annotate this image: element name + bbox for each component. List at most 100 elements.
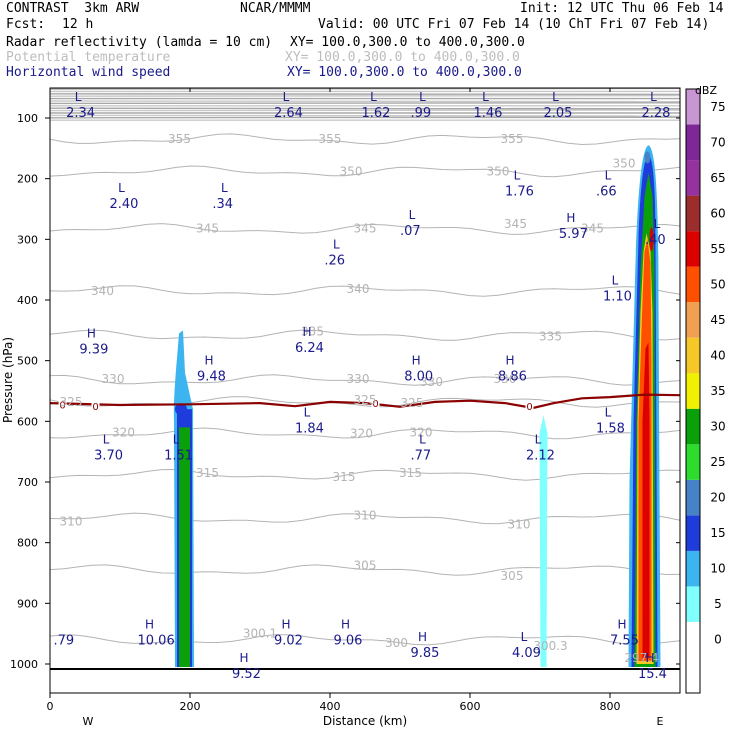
y-tick-label: 300 (17, 233, 38, 246)
theta-label: 345 (354, 221, 377, 235)
theta-label: 310 (354, 508, 377, 522)
svg-text:0: 0 (526, 402, 532, 413)
wind-extremum-type: L (409, 208, 416, 222)
field-theta-xy: XY= 100.0,300.0 to 400.0,300.0 (285, 50, 520, 65)
theta-label: 320 (112, 425, 135, 439)
theta-label: 305 (501, 569, 524, 583)
colorbar-swatch (686, 89, 700, 125)
colorbar-label: 30 (710, 420, 725, 434)
colorbar-label: 40 (710, 348, 725, 362)
field-theta: Potential temperature (6, 50, 171, 65)
wind-extremum-value: 5.97 (559, 227, 588, 242)
wind-extremum: H 10.06 (138, 618, 175, 649)
svg-text:0: 0 (372, 399, 378, 410)
x-tick-label: 400 (320, 700, 341, 713)
colorbar-swatch (686, 515, 700, 551)
theta-label: 325 (60, 395, 83, 409)
wind-extremum-type: L (521, 630, 528, 644)
theta-label: 325 (354, 393, 377, 407)
wind-extremum-value: .34 (212, 197, 233, 212)
theta-label: 335 (301, 325, 324, 339)
wind-extremum: L .99 (411, 90, 432, 121)
wind-extremum-type: L (535, 433, 542, 447)
valid-time: Valid: 00 UTC Fri 07 Feb 14 (10 ChT Fri … (318, 17, 710, 32)
wind-extremum-value: 1.10 (603, 290, 632, 305)
colorbar-swatch (686, 124, 700, 161)
wind-extremum: H 9.02 (274, 618, 303, 649)
wind-extremum-type: H (302, 325, 311, 339)
freezing-level-line (50, 393, 680, 410)
y-tick-label: 500 (17, 355, 38, 368)
colorbar-label: 65 (710, 171, 725, 185)
x-tick-label: 200 (180, 700, 201, 713)
theta-label: 345 (196, 221, 219, 235)
wind-extremum-type: L (118, 181, 125, 195)
reflectivity-cell-east-top (644, 151, 651, 164)
theta-label: 340 (347, 282, 370, 296)
y-tick-label: 600 (17, 415, 38, 428)
wind-extremum: L 2.64 (274, 90, 303, 121)
wind-extremum-type: L (173, 433, 180, 447)
colorbar-swatch (686, 550, 700, 587)
y-tick-label: 800 (17, 537, 38, 550)
wind-extremum-value: 1.76 (505, 185, 534, 200)
colorbar-label: 75 (710, 100, 725, 114)
wind-extremum: L 1.84 (295, 405, 324, 436)
plot-frame (49, 87, 681, 694)
theta-label: 340 (91, 284, 114, 298)
wind-extremum-value: .07 (400, 224, 421, 239)
theta-label: 330 (420, 375, 443, 389)
wind-extremum: H 8.00 (404, 354, 433, 385)
x-tick-label: 800 (600, 700, 621, 713)
y-tick-label: 400 (17, 294, 38, 307)
upper-theta-band (50, 93, 680, 96)
wind-extremum: L 1.76 (505, 169, 534, 200)
wind-extremum-value: 2.40 (110, 197, 139, 212)
wind-extremum: L 2.28 (642, 90, 671, 121)
wind-extremum: L .40 (645, 217, 666, 248)
theta-contour (50, 564, 680, 576)
theta-label: 310 (508, 517, 531, 531)
wind-extremum-value: 2.12 (526, 449, 555, 464)
theta-label: 315 (196, 466, 219, 480)
wind-extremum-type: L (605, 405, 612, 419)
theta-contour (50, 374, 680, 386)
wind-extremum-type: H (418, 630, 427, 644)
x-axis-label: Distance (km) (323, 714, 407, 728)
upper-theta-band (50, 100, 680, 103)
theta-label: 320 (350, 426, 373, 440)
colorbar-swatch (686, 586, 700, 622)
wind-extremum-type: H (145, 618, 154, 632)
reflectivity-cell-mid (539, 415, 548, 668)
wind-extremum: L 1.62 (362, 90, 391, 121)
wind-extremum-value: 1.58 (596, 421, 625, 436)
wind-extremum-value: .66 (596, 185, 617, 200)
wind-extremum-type: L (221, 181, 228, 195)
colorbar-swatch (686, 408, 700, 445)
wind-extremum-value: .40 (645, 233, 666, 248)
wind-extremum-type: H (281, 618, 290, 632)
wind-extremum-value: 1.62 (362, 106, 391, 121)
wind-extremum: H 5.97 (559, 211, 588, 242)
wind-extremum: H 8.86 (498, 354, 527, 385)
y-tick-label: 700 (17, 476, 38, 489)
wind-extremum: L 1.51 (164, 433, 193, 464)
x-tick-label: 0 (47, 700, 54, 713)
freezing-level-mark: 0 (91, 400, 100, 413)
theta-contour (50, 285, 680, 297)
field-wind-xy: XY= 100.0,300.0 to 400.0,300.0 (287, 65, 522, 80)
colorbar-swatch (686, 302, 700, 338)
colorbar-label: 0 (714, 633, 722, 647)
wind-extremum: L 2.34 (66, 90, 95, 121)
wind-extremum: H 9.52 (232, 651, 261, 682)
colorbar-label: 55 (710, 242, 725, 256)
wind-extremum-type: H (617, 618, 626, 632)
theta-label: 350 (487, 164, 510, 178)
wind-extremum-value: 15.4 (638, 667, 667, 682)
wind-extremum-value: 8.00 (404, 370, 433, 385)
wind-extremum: L .07 (400, 208, 421, 239)
reflectivity-cell-west-core (179, 427, 190, 668)
colorbar-label: 20 (710, 491, 725, 505)
wind-extremum: L .66 (596, 169, 617, 200)
colorbar-swatch (686, 195, 700, 232)
